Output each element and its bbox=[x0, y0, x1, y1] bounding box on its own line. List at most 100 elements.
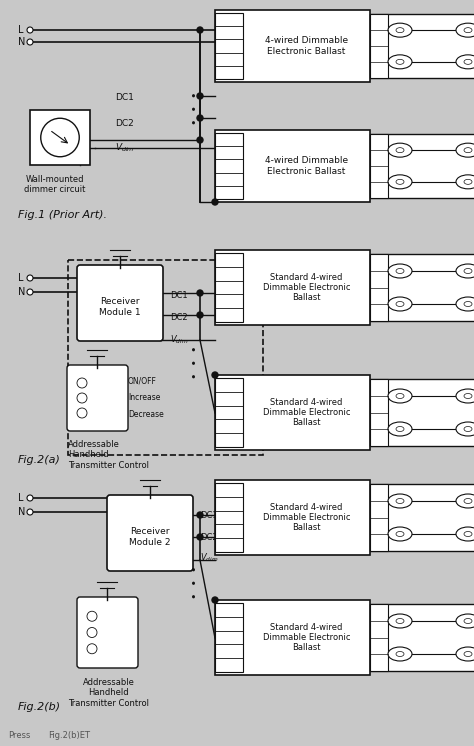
Ellipse shape bbox=[388, 614, 412, 628]
Text: 4-wired Dimmable
Electronic Ballast: 4-wired Dimmable Electronic Ballast bbox=[265, 37, 348, 56]
Text: Standard 4-wired
Dimmable Electronic
Ballast: Standard 4-wired Dimmable Electronic Bal… bbox=[263, 272, 350, 302]
Circle shape bbox=[197, 512, 203, 518]
Bar bbox=[370, 604, 474, 671]
Text: Fig.1 (Prior Art).: Fig.1 (Prior Art). bbox=[18, 210, 107, 220]
Ellipse shape bbox=[456, 55, 474, 69]
Circle shape bbox=[212, 199, 218, 205]
Ellipse shape bbox=[456, 264, 474, 278]
Ellipse shape bbox=[456, 23, 474, 37]
Bar bbox=[370, 379, 388, 446]
Ellipse shape bbox=[388, 494, 412, 508]
Ellipse shape bbox=[396, 28, 404, 33]
Ellipse shape bbox=[396, 148, 404, 153]
Bar bbox=[215, 253, 243, 322]
Ellipse shape bbox=[396, 60, 404, 64]
Bar bbox=[370, 484, 388, 551]
Ellipse shape bbox=[464, 427, 472, 431]
Bar bbox=[215, 603, 243, 672]
Ellipse shape bbox=[396, 498, 404, 504]
Text: ON/OFF: ON/OFF bbox=[128, 377, 157, 386]
Ellipse shape bbox=[388, 143, 412, 157]
Circle shape bbox=[77, 378, 87, 388]
Bar bbox=[215, 250, 370, 325]
Circle shape bbox=[197, 290, 203, 296]
Ellipse shape bbox=[396, 269, 404, 274]
FancyBboxPatch shape bbox=[77, 597, 138, 668]
Text: L: L bbox=[18, 25, 24, 35]
Text: Standard 4-wired
Dimmable Electronic
Ballast: Standard 4-wired Dimmable Electronic Bal… bbox=[263, 623, 350, 653]
Bar bbox=[68, 260, 263, 455]
Bar bbox=[30, 110, 90, 165]
Circle shape bbox=[27, 495, 33, 501]
Text: DC1: DC1 bbox=[170, 290, 188, 299]
Ellipse shape bbox=[464, 651, 472, 656]
Text: Fig.2(b)ET: Fig.2(b)ET bbox=[48, 732, 90, 741]
Bar bbox=[370, 14, 388, 78]
Text: Increase: Increase bbox=[128, 393, 160, 403]
Bar bbox=[215, 133, 243, 199]
Ellipse shape bbox=[464, 393, 472, 398]
Text: Receiver
Module 1: Receiver Module 1 bbox=[99, 298, 141, 317]
Circle shape bbox=[87, 644, 97, 653]
Ellipse shape bbox=[388, 527, 412, 541]
Bar bbox=[215, 13, 243, 79]
Ellipse shape bbox=[464, 531, 472, 536]
Bar bbox=[215, 10, 370, 82]
Text: Decrease: Decrease bbox=[128, 410, 164, 419]
Text: Fig.2(b): Fig.2(b) bbox=[18, 702, 61, 712]
Ellipse shape bbox=[396, 301, 404, 307]
Ellipse shape bbox=[388, 647, 412, 661]
Ellipse shape bbox=[456, 143, 474, 157]
Circle shape bbox=[197, 115, 203, 121]
Text: N: N bbox=[18, 287, 26, 297]
Circle shape bbox=[87, 611, 97, 621]
Text: DC1: DC1 bbox=[200, 510, 218, 519]
Circle shape bbox=[27, 289, 33, 295]
Ellipse shape bbox=[456, 175, 474, 189]
Ellipse shape bbox=[396, 531, 404, 536]
Text: $V_{dim}$: $V_{dim}$ bbox=[200, 552, 219, 564]
Ellipse shape bbox=[464, 28, 472, 33]
Text: DC2: DC2 bbox=[200, 533, 218, 542]
Circle shape bbox=[77, 393, 87, 403]
Text: L: L bbox=[18, 273, 24, 283]
Text: Addressable
Handheld
Transmitter Control: Addressable Handheld Transmitter Control bbox=[68, 440, 149, 470]
Bar bbox=[215, 483, 243, 552]
Text: •  •  •: • • • bbox=[190, 345, 200, 379]
Ellipse shape bbox=[388, 389, 412, 403]
Circle shape bbox=[212, 597, 218, 603]
Circle shape bbox=[197, 312, 203, 318]
FancyBboxPatch shape bbox=[77, 265, 163, 341]
Text: 4-wired Dimmable
Electronic Ballast: 4-wired Dimmable Electronic Ballast bbox=[265, 157, 348, 176]
FancyBboxPatch shape bbox=[67, 365, 128, 431]
Text: •  •  •: • • • bbox=[190, 91, 200, 125]
Text: •  •  •: • • • bbox=[190, 565, 200, 599]
Circle shape bbox=[27, 275, 33, 281]
Text: N: N bbox=[18, 507, 26, 517]
Ellipse shape bbox=[464, 148, 472, 153]
Ellipse shape bbox=[396, 179, 404, 184]
Text: Receiver
Module 2: Receiver Module 2 bbox=[129, 527, 171, 547]
Circle shape bbox=[27, 509, 33, 515]
Bar bbox=[370, 379, 474, 446]
Circle shape bbox=[27, 27, 33, 33]
Text: Standard 4-wired
Dimmable Electronic
Ballast: Standard 4-wired Dimmable Electronic Bal… bbox=[263, 398, 350, 427]
Text: $V_{dim}$: $V_{dim}$ bbox=[170, 333, 188, 346]
Circle shape bbox=[197, 137, 203, 143]
Text: Standard 4-wired
Dimmable Electronic
Ballast: Standard 4-wired Dimmable Electronic Bal… bbox=[263, 503, 350, 533]
Ellipse shape bbox=[456, 647, 474, 661]
Ellipse shape bbox=[464, 301, 472, 307]
Bar bbox=[370, 134, 388, 198]
Ellipse shape bbox=[464, 269, 472, 274]
Ellipse shape bbox=[388, 55, 412, 69]
Bar bbox=[370, 484, 474, 551]
Text: DC1: DC1 bbox=[115, 93, 134, 102]
Circle shape bbox=[212, 372, 218, 378]
Text: Wall-mounted
dimmer circuit: Wall-mounted dimmer circuit bbox=[24, 175, 86, 195]
Ellipse shape bbox=[396, 618, 404, 624]
FancyBboxPatch shape bbox=[107, 495, 193, 571]
Bar bbox=[215, 600, 370, 675]
Ellipse shape bbox=[456, 614, 474, 628]
Ellipse shape bbox=[464, 498, 472, 504]
Text: $V_{dim}$: $V_{dim}$ bbox=[115, 142, 135, 154]
